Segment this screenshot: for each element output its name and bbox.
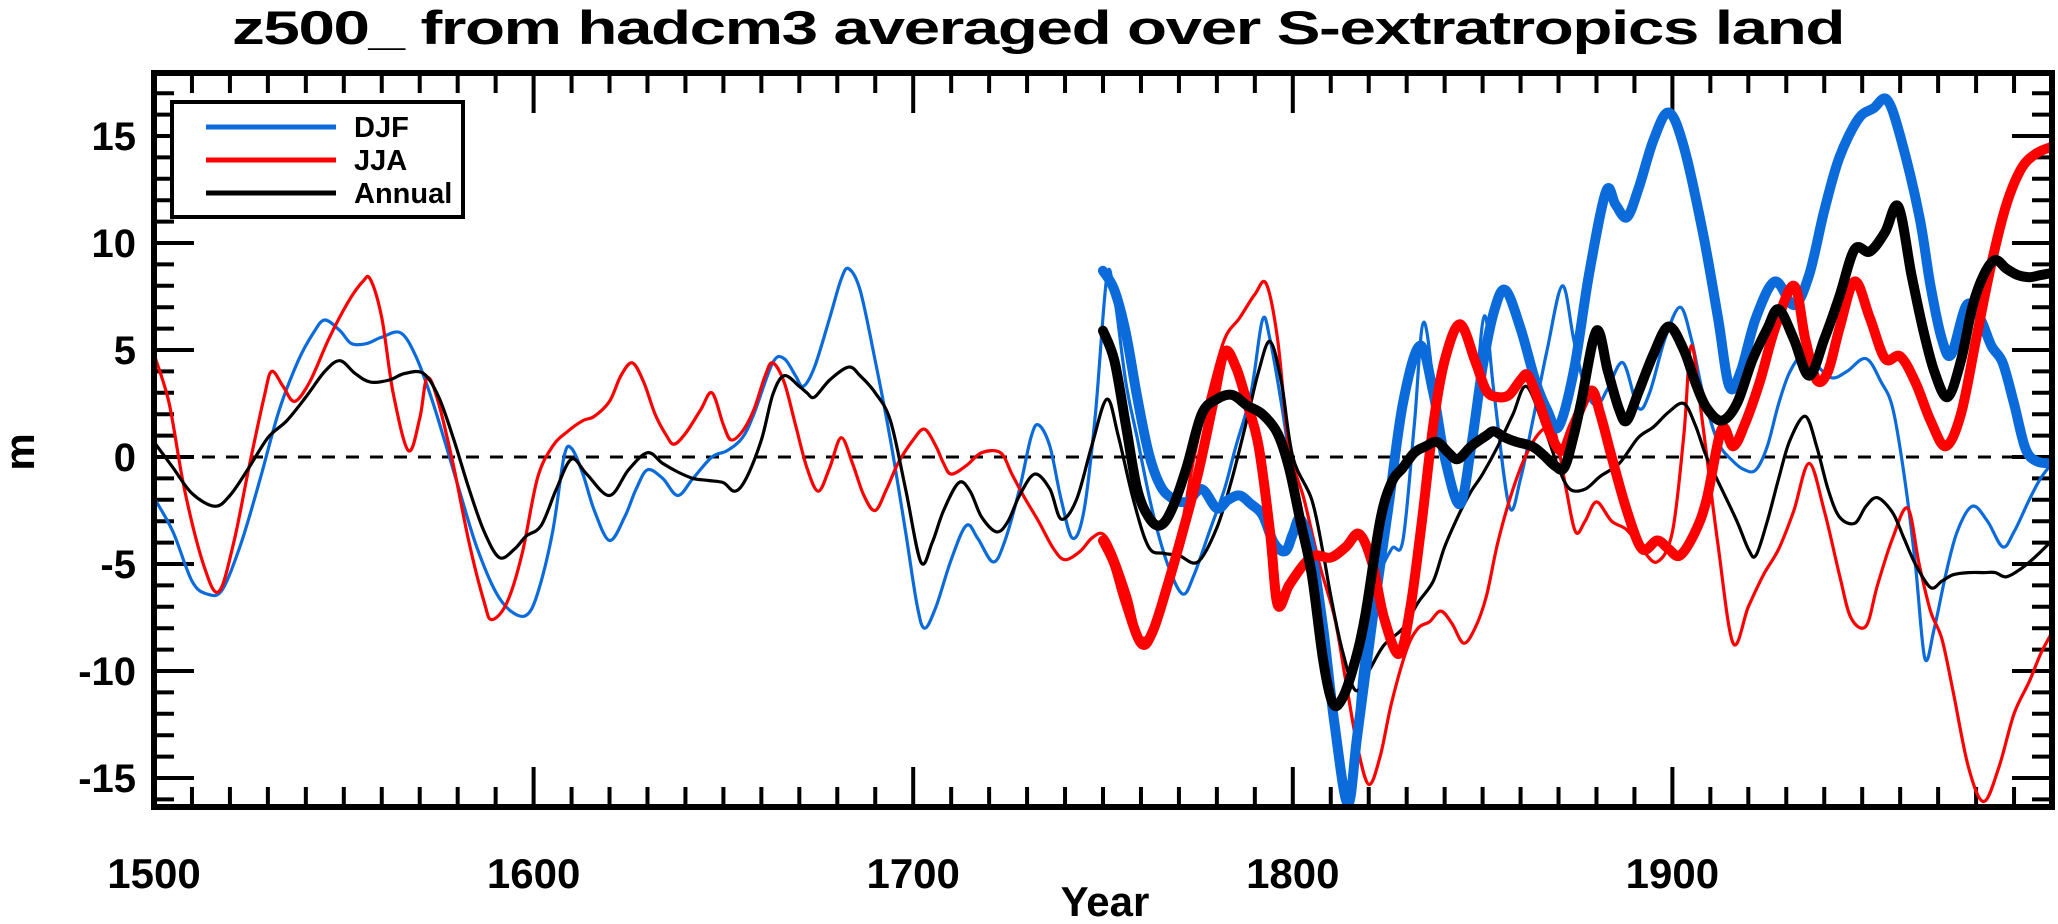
legend: DJF JJA Annual [170, 100, 465, 219]
plot-frame [151, 70, 2055, 810]
x-tick-label: 1600 [487, 850, 580, 897]
x-axis-label: Year [1061, 878, 1150, 924]
x-tick-label: 1700 [866, 850, 959, 897]
y-tick-label: 15 [92, 115, 137, 159]
y-axis-label: m [0, 433, 43, 470]
y-tick-label: -5 [100, 543, 136, 587]
legend-label-annual: Annual [354, 178, 452, 210]
series-jja-thin [157, 274, 2049, 804]
y-tick-label: 5 [114, 329, 136, 373]
series-djf-thin [157, 266, 2049, 793]
x-tick-label: 1900 [1626, 850, 1719, 897]
series-annual-thick [1098, 200, 2049, 712]
legend-label-djf: DJF [354, 112, 409, 144]
legend-label-jja: JJA [354, 145, 407, 177]
data-series [157, 93, 2049, 804]
series-djf-thick [1098, 93, 2049, 804]
x-tick-label: 1500 [107, 850, 200, 897]
y-tick-label: 10 [92, 222, 137, 266]
axis-ticks [152, 73, 2054, 807]
y-tick-label: -10 [78, 650, 136, 694]
y-tick-label: 0 [114, 436, 136, 480]
chart-title: z500_ from hadcm3 averaged over S-extrat… [232, 1, 1844, 54]
series-jja-thick [1098, 142, 2049, 659]
x-tick-label: 1800 [1246, 850, 1339, 897]
axis-tick-labels: -15 -10 -5 0 5 10 15 1500 1600 1700 1800 1900 [78, 115, 1719, 897]
y-tick-label: -15 [78, 757, 136, 801]
series-annual-thin [157, 339, 2049, 693]
